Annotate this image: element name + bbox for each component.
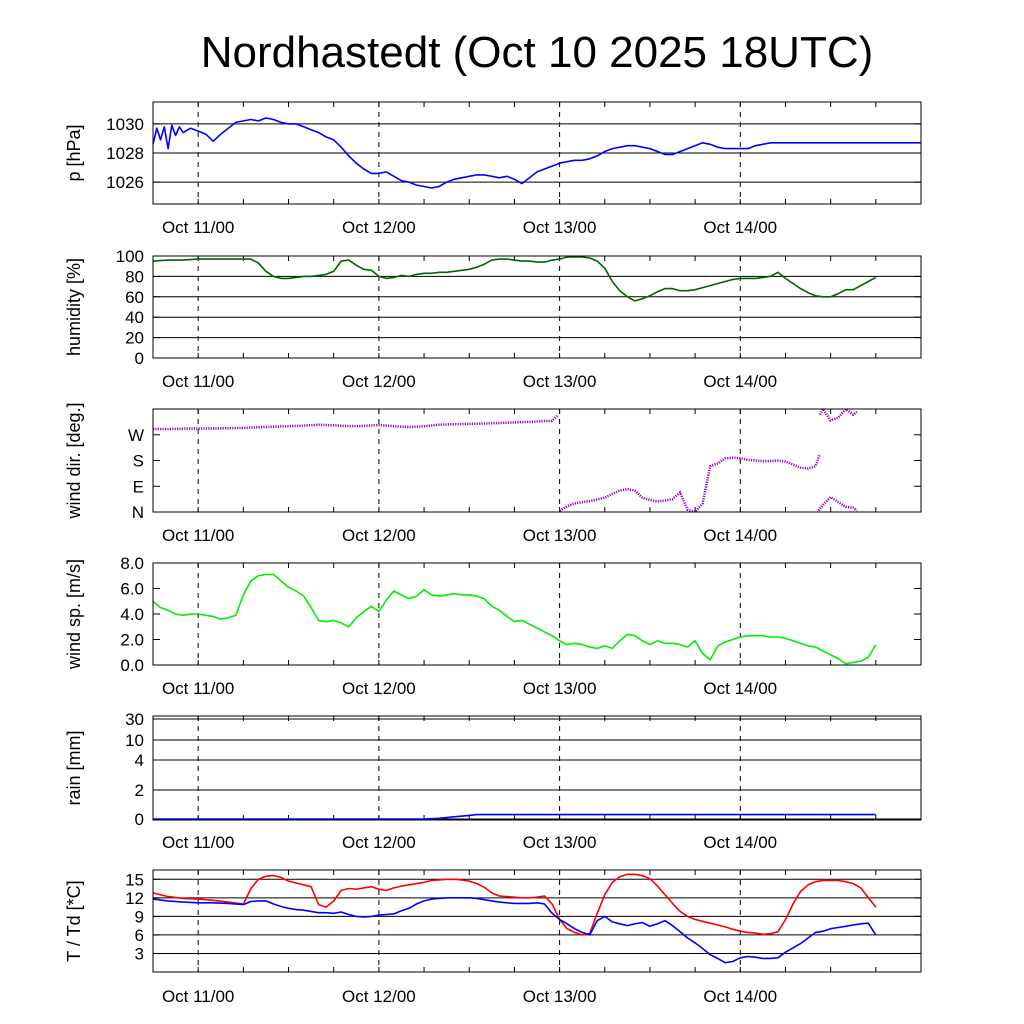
x-tick-label: Oct 12/00 bbox=[342, 833, 416, 852]
series-line-2 bbox=[558, 454, 821, 512]
series-line-1 bbox=[153, 413, 560, 431]
y-tick-label: 60 bbox=[125, 288, 144, 307]
y-tick-label: 1028 bbox=[106, 144, 144, 163]
x-tick-label: Oct 14/00 bbox=[703, 987, 777, 1006]
series-line-3 bbox=[818, 409, 858, 422]
y-axis-label: humidity [%] bbox=[64, 258, 84, 356]
y-tick-label: 9 bbox=[135, 907, 144, 926]
y-tick-label: 4 bbox=[135, 751, 144, 770]
y-tick-label: 3 bbox=[135, 944, 144, 963]
y-axis-label: p [hPa] bbox=[64, 124, 84, 181]
x-tick-label: Oct 12/00 bbox=[342, 372, 416, 391]
x-tick-label: Oct 14/00 bbox=[703, 833, 777, 852]
x-tick-label: Oct 13/00 bbox=[523, 372, 597, 391]
x-tick-label: Oct 12/00 bbox=[342, 987, 416, 1006]
y-axis-label: rain [mm] bbox=[64, 730, 84, 805]
series-line-1 bbox=[153, 813, 876, 820]
series-line-1 bbox=[153, 873, 877, 936]
x-tick-label: Oct 13/00 bbox=[523, 679, 597, 698]
panel-frame bbox=[152, 101, 922, 205]
y-tick-label: 2 bbox=[135, 781, 144, 800]
y-tick-label: 4.0 bbox=[120, 605, 144, 624]
x-tick-label: Oct 11/00 bbox=[162, 833, 234, 852]
y-tick-label: 2.0 bbox=[120, 631, 144, 650]
chart-title: Nordhastedt (Oct 10 2025 18UTC) bbox=[201, 28, 874, 77]
panel-frame bbox=[152, 715, 922, 821]
series-line-1 bbox=[153, 117, 921, 189]
series-line-1 bbox=[153, 256, 877, 302]
panel-frame bbox=[152, 562, 922, 666]
x-tick-label: Oct 13/00 bbox=[523, 987, 597, 1006]
y-tick-label: 8.0 bbox=[120, 554, 144, 573]
y-tick-label: 20 bbox=[125, 329, 144, 348]
y-tick-label: 100 bbox=[116, 247, 144, 266]
x-tick-label: Oct 11/00 bbox=[162, 372, 234, 391]
y-tick-label: 0.0 bbox=[120, 656, 144, 675]
y-axis-label: wind dir. [deg.] bbox=[64, 402, 84, 519]
y-axis-label: T / Td [*C] bbox=[64, 880, 84, 961]
y-tick-label: 40 bbox=[125, 308, 144, 327]
y-tick-label: 1030 bbox=[106, 115, 144, 134]
x-tick-label: Oct 13/00 bbox=[523, 218, 597, 237]
x-tick-label: Oct 11/00 bbox=[162, 679, 234, 698]
series-line-4 bbox=[817, 495, 858, 512]
y-tick-label: 6.0 bbox=[120, 580, 144, 599]
panel-4: 0.0 2.0 4.0 6.0 8.0 wind sp. [m/s] Oct 11/00 Oc… bbox=[64, 554, 922, 698]
panel-frame bbox=[152, 255, 922, 359]
y-tick-label: N bbox=[132, 503, 144, 522]
x-tick-label: Oct 12/00 bbox=[342, 218, 416, 237]
x-tick-label: Oct 11/00 bbox=[162, 526, 234, 545]
x-tick-label: Oct 14/00 bbox=[703, 679, 777, 698]
x-tick-label: Oct 14/00 bbox=[703, 526, 777, 545]
x-tick-label: Oct 11/00 bbox=[162, 987, 234, 1006]
x-tick-label: Oct 12/00 bbox=[342, 526, 416, 545]
panel-frame bbox=[152, 869, 922, 973]
y-tick-label: 15 bbox=[125, 870, 144, 889]
y-tick-label: 1026 bbox=[106, 173, 144, 192]
y-tick-label: 10 bbox=[125, 731, 144, 750]
x-tick-label: Oct 14/00 bbox=[703, 372, 777, 391]
y-tick-label: 80 bbox=[125, 267, 144, 286]
y-tick-label: S bbox=[133, 452, 144, 471]
panel-5: 0 2 410 30 rain [mm] Oct 11/00 Oct 12/00 Oct 13… bbox=[64, 710, 922, 852]
series-line-2 bbox=[153, 896, 877, 964]
x-tick-label: Oct 13/00 bbox=[523, 526, 597, 545]
panel-frame bbox=[152, 408, 922, 513]
y-tick-label: 12 bbox=[125, 889, 144, 908]
y-tick-label: W bbox=[128, 426, 144, 445]
x-tick-label: Oct 14/00 bbox=[703, 218, 777, 237]
y-tick-label: 6 bbox=[135, 926, 144, 945]
series-line-1 bbox=[153, 573, 877, 665]
y-tick-label: E bbox=[133, 477, 144, 496]
y-tick-label: 0 bbox=[135, 810, 144, 829]
x-tick-label: Oct 12/00 bbox=[342, 679, 416, 698]
y-axis-label: wind sp. [m/s] bbox=[64, 559, 84, 670]
y-tick-label: 30 bbox=[125, 710, 144, 729]
y-tick-label: 0 bbox=[135, 349, 144, 368]
x-tick-label: Oct 13/00 bbox=[523, 833, 597, 852]
panel-1: 1026 1028 1030 p [hPa] Oct 11/00 Oct 12/00 Oct… bbox=[64, 101, 922, 237]
x-tick-label: Oct 11/00 bbox=[162, 218, 234, 237]
